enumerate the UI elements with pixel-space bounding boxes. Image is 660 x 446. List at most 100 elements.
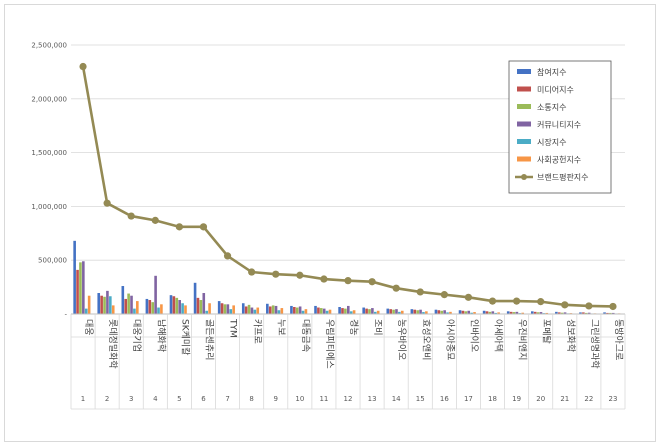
bar	[563, 312, 567, 314]
bar	[76, 269, 79, 314]
line-point	[127, 212, 135, 220]
bar	[87, 295, 91, 314]
x-category-label: 아시아종묘	[444, 319, 455, 360]
x-category-number: 1	[81, 395, 85, 403]
bar	[226, 304, 230, 314]
y-tick-label: -	[64, 311, 67, 319]
line-point	[585, 302, 593, 310]
bar	[274, 305, 278, 314]
bar	[506, 311, 510, 314]
x-category-number: 6	[201, 395, 206, 403]
bar	[268, 306, 272, 314]
bar	[425, 311, 428, 314]
x-category-number: 16	[440, 395, 449, 403]
line-point	[79, 62, 87, 71]
x-category-label: 롯데정밀화학	[107, 319, 119, 369]
bar	[389, 309, 392, 314]
bar	[560, 312, 564, 314]
y-tick-label: 1,000,000	[31, 203, 67, 211]
line-point	[368, 278, 376, 286]
bar	[154, 275, 157, 314]
bar	[109, 296, 112, 314]
chart-frame: - 500,000 1,000,000 1,500,000 2,000,000 2,500…	[4, 4, 656, 442]
bar	[467, 310, 471, 314]
bar	[325, 310, 329, 314]
x-category-number: 11	[319, 395, 328, 403]
bar	[603, 312, 606, 314]
bar	[368, 309, 371, 314]
x-category-number: 23	[608, 395, 617, 403]
line-point	[272, 270, 280, 278]
x-category-label: 포메탈	[541, 319, 552, 344]
bar	[266, 303, 269, 314]
bar	[244, 306, 248, 314]
bar	[124, 298, 128, 314]
bar	[488, 311, 492, 314]
bar	[100, 295, 103, 314]
legend-box	[508, 60, 612, 194]
bar	[512, 312, 516, 314]
y-tick-label: 500,000	[38, 257, 67, 265]
bar	[395, 309, 398, 314]
line-point	[416, 288, 424, 296]
legend-swatch	[517, 104, 531, 109]
bar	[199, 300, 203, 314]
bar	[133, 308, 136, 314]
y-tick-label: 2,000,000	[31, 95, 67, 103]
x-category-number: 4	[153, 395, 158, 403]
bar	[247, 304, 251, 314]
bar	[314, 305, 317, 314]
bar	[584, 312, 588, 314]
bar	[443, 310, 446, 314]
bar	[344, 308, 347, 314]
line-point	[103, 199, 111, 207]
bar	[277, 310, 281, 314]
bar	[229, 309, 233, 314]
x-category-number: 2	[105, 395, 109, 403]
bar	[205, 310, 208, 314]
legend-label: 커뮤니티지수	[537, 120, 581, 130]
bar	[482, 310, 486, 314]
bar	[304, 309, 308, 314]
bar	[73, 240, 76, 314]
x-category-label: 경농	[348, 319, 360, 336]
bar	[328, 309, 332, 314]
bar	[322, 308, 326, 314]
x-category-number: 19	[512, 395, 521, 403]
bar	[515, 311, 519, 314]
bar	[79, 262, 82, 314]
bar	[127, 293, 130, 314]
bar	[494, 312, 498, 314]
bar	[121, 286, 125, 314]
x-category-label: 아세아텍	[493, 319, 504, 352]
x-category-label: 누보	[276, 319, 287, 336]
line-point	[609, 302, 617, 311]
bar	[365, 308, 368, 314]
bar	[446, 312, 449, 314]
bar	[290, 305, 293, 314]
x-category-number: 7	[225, 395, 229, 403]
bar	[410, 309, 414, 314]
line-point	[320, 275, 328, 283]
bar	[376, 310, 380, 314]
x-category-label: 카프로	[252, 319, 263, 344]
bar	[317, 307, 320, 314]
legend-swatch	[517, 139, 531, 144]
x-category-label: 우진비앤지	[517, 319, 528, 360]
bar	[582, 312, 585, 314]
bar	[295, 307, 299, 314]
line-point	[537, 298, 545, 306]
bar	[341, 308, 344, 314]
x-category-label: 조비	[372, 319, 383, 336]
bar	[434, 309, 438, 314]
x-category-label: 대웅기업	[131, 319, 142, 352]
bar	[373, 311, 377, 314]
bar	[587, 312, 591, 314]
bar	[440, 310, 444, 314]
bar	[196, 297, 200, 314]
bar	[392, 309, 395, 314]
bar	[280, 308, 284, 314]
bar	[208, 303, 211, 314]
bar	[184, 305, 187, 314]
bar	[250, 307, 254, 314]
